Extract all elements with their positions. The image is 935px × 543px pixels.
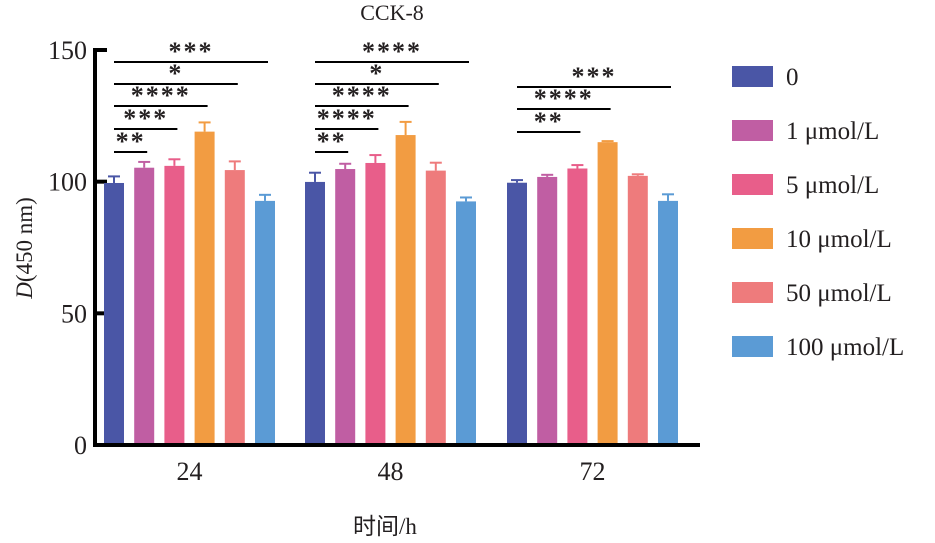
significance-label: **** [332, 81, 392, 110]
legend-label: 50 μmol/L [786, 280, 892, 307]
bar [305, 181, 325, 443]
bar [425, 170, 446, 443]
bar [134, 167, 155, 443]
legend-swatch [732, 174, 773, 195]
bar [104, 182, 124, 443]
y-axis-title-italic: D [12, 282, 37, 300]
bar [597, 142, 618, 443]
y-tick-label: 0 [74, 431, 87, 460]
significance-label: ** [116, 127, 146, 156]
x-tick-label: 72 [580, 457, 606, 486]
bar [507, 182, 527, 443]
bar [395, 135, 416, 443]
significance-label: * [168, 59, 183, 88]
y-tick-label: 150 [48, 36, 87, 65]
bars: 24 48 72 [104, 120, 678, 486]
y-tick-label: 100 [48, 168, 87, 197]
x-tick-label: 24 [177, 457, 203, 486]
significance-annotations: ************************************* [114, 37, 671, 156]
y-axis-title-rest: (450 nm) [12, 197, 37, 282]
bar [335, 169, 356, 443]
legend-label: 100 μmol/L [786, 334, 904, 361]
legend-label: 1 μmol/L [786, 118, 879, 145]
significance-label: **** [534, 84, 594, 113]
y-axis-title: D(450 nm) [12, 197, 37, 300]
legend-label: 10 μmol/L [786, 226, 892, 253]
significance-label: *** [123, 104, 168, 133]
significance-label: * [369, 59, 384, 88]
legend-label: 5 μmol/L [786, 172, 879, 199]
legend-swatch [732, 228, 773, 249]
bar [658, 200, 678, 443]
significance-label: *** [572, 62, 617, 91]
bar [456, 201, 476, 443]
bar [627, 175, 648, 443]
bar [194, 131, 215, 443]
significance-label: ** [534, 107, 564, 136]
legend-label: 0 [786, 64, 799, 91]
bar [164, 165, 185, 443]
bar [537, 176, 558, 443]
chart-title: CCK-8 [360, 0, 424, 25]
bar [365, 162, 386, 443]
legend: 0 1 μmol/L 5 μmol/L 10 μmol/L 50 μmol/L 100 μ… [732, 64, 904, 361]
axes: 0 50 100 150 [48, 36, 700, 460]
bar [567, 168, 588, 443]
legend-swatch [732, 336, 773, 357]
y-tick-label: 50 [61, 299, 87, 328]
x-axis-title: 时间/h [353, 514, 417, 539]
significance-label: **** [362, 37, 422, 66]
significance-label: *** [169, 37, 214, 66]
bar [255, 200, 275, 443]
significance-label: **** [131, 81, 191, 110]
legend-swatch [732, 120, 773, 141]
significance-label: **** [317, 104, 377, 133]
significance-label: ** [317, 127, 347, 156]
bar [224, 170, 245, 443]
legend-swatch [732, 66, 773, 87]
x-tick-label: 48 [378, 457, 404, 486]
legend-swatch [732, 282, 773, 303]
